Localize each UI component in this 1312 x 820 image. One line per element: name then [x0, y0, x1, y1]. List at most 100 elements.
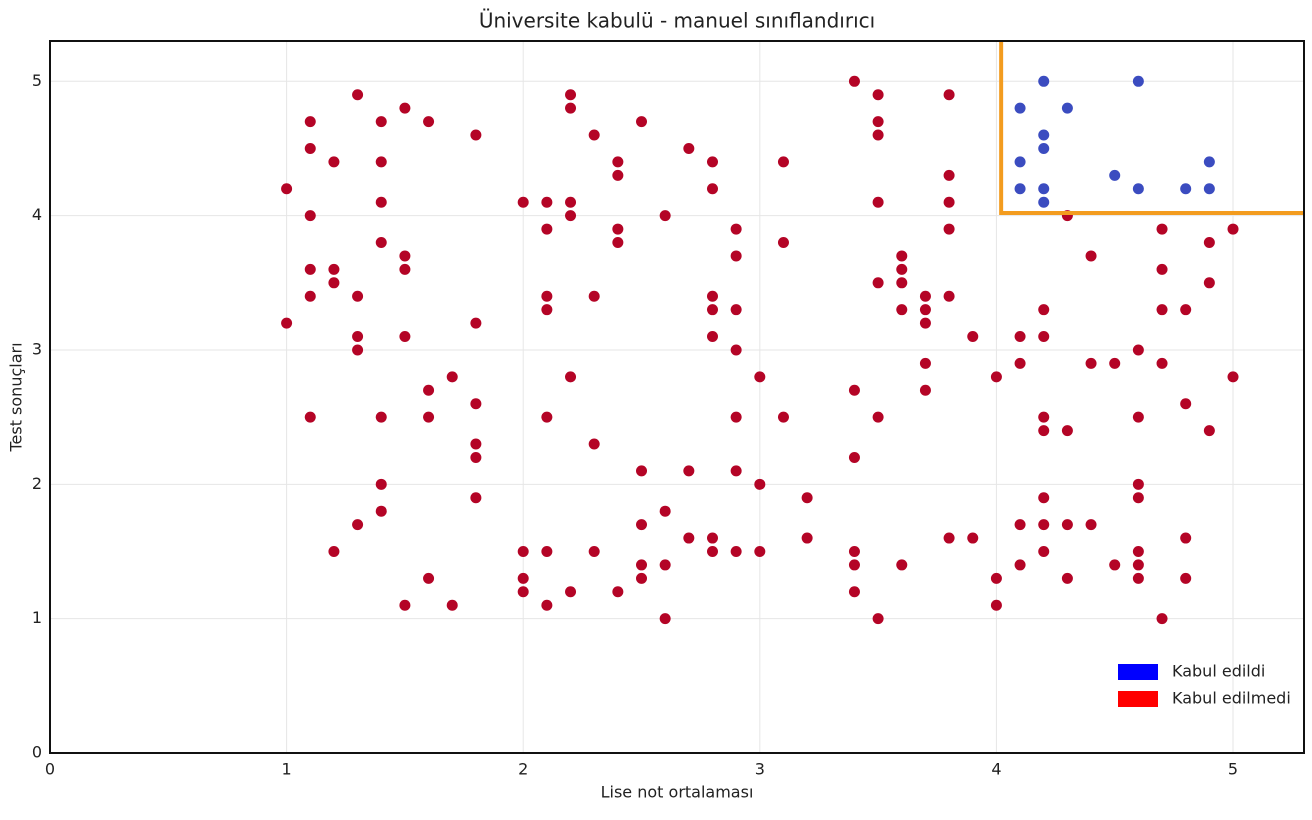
data-point	[517, 586, 529, 598]
data-point	[1014, 331, 1026, 343]
data-point	[1038, 129, 1050, 141]
data-point	[659, 210, 671, 222]
data-point	[1132, 75, 1144, 87]
data-point	[896, 304, 908, 316]
data-point	[872, 129, 884, 141]
data-point	[848, 384, 860, 396]
data-point	[304, 411, 316, 423]
data-point	[541, 290, 553, 302]
data-point	[375, 505, 387, 517]
data-point	[1156, 263, 1168, 275]
data-point	[730, 344, 742, 356]
data-point	[754, 545, 766, 557]
data-point	[423, 116, 435, 128]
data-point	[1132, 478, 1144, 490]
data-point	[470, 317, 482, 329]
data-point	[1061, 572, 1073, 584]
data-point	[517, 545, 529, 557]
data-point	[636, 465, 648, 477]
data-point	[848, 545, 860, 557]
data-point	[1061, 102, 1073, 114]
data-point	[706, 156, 718, 168]
data-point	[1203, 277, 1215, 289]
data-point	[1109, 169, 1121, 181]
data-point	[730, 223, 742, 235]
data-point	[399, 250, 411, 262]
data-point	[1203, 425, 1215, 437]
data-point	[1203, 237, 1215, 249]
data-point	[967, 532, 979, 544]
data-point	[1132, 545, 1144, 557]
data-point	[1014, 357, 1026, 369]
x-tick-label: 1	[282, 760, 292, 779]
data-point	[659, 505, 671, 517]
data-point	[352, 519, 364, 531]
data-point	[1014, 183, 1026, 195]
data-point	[541, 599, 553, 611]
data-point	[1156, 223, 1168, 235]
legend-label: Kabul edilmedi	[1172, 689, 1291, 708]
data-point	[706, 545, 718, 557]
data-point	[896, 263, 908, 275]
data-point	[612, 169, 624, 181]
data-point	[730, 250, 742, 262]
data-point	[1014, 559, 1026, 571]
data-point	[730, 411, 742, 423]
data-point	[304, 210, 316, 222]
data-point	[1132, 572, 1144, 584]
data-point	[541, 223, 553, 235]
x-tick-label: 5	[1228, 760, 1238, 779]
data-point	[683, 142, 695, 154]
data-point	[919, 304, 931, 316]
data-point	[565, 210, 577, 222]
data-point	[1038, 196, 1050, 208]
data-point	[470, 492, 482, 504]
x-tick-label: 4	[991, 760, 1001, 779]
data-point	[919, 290, 931, 302]
data-point	[706, 183, 718, 195]
data-point	[872, 411, 884, 423]
data-point	[1109, 559, 1121, 571]
data-point	[683, 465, 695, 477]
data-point	[446, 599, 458, 611]
data-point	[304, 263, 316, 275]
data-point	[1180, 532, 1192, 544]
data-point	[683, 532, 695, 544]
data-point	[328, 156, 340, 168]
data-point	[517, 196, 529, 208]
data-point	[919, 317, 931, 329]
data-point	[352, 331, 364, 343]
data-point	[281, 183, 293, 195]
data-point	[990, 371, 1002, 383]
data-point	[470, 438, 482, 450]
data-point	[565, 586, 577, 598]
data-point	[1038, 331, 1050, 343]
data-point	[588, 545, 600, 557]
data-point	[1038, 304, 1050, 316]
data-point	[1203, 156, 1215, 168]
data-point	[1038, 519, 1050, 531]
data-point	[565, 196, 577, 208]
data-point	[1085, 250, 1097, 262]
data-point	[399, 599, 411, 611]
data-point	[1156, 304, 1168, 316]
data-point	[588, 129, 600, 141]
y-tick-label: 0	[32, 743, 42, 762]
legend-swatch	[1118, 691, 1158, 707]
data-point	[541, 304, 553, 316]
x-tick-label: 0	[45, 760, 55, 779]
data-point	[588, 290, 600, 302]
data-point	[706, 290, 718, 302]
data-point	[541, 545, 553, 557]
data-point	[1038, 142, 1050, 154]
data-point	[423, 384, 435, 396]
data-point	[470, 451, 482, 463]
data-point	[1227, 371, 1239, 383]
data-point	[1061, 425, 1073, 437]
data-point	[375, 116, 387, 128]
data-point	[848, 75, 860, 87]
data-point	[517, 572, 529, 584]
data-point	[872, 277, 884, 289]
data-point	[1014, 102, 1026, 114]
data-point	[1038, 492, 1050, 504]
